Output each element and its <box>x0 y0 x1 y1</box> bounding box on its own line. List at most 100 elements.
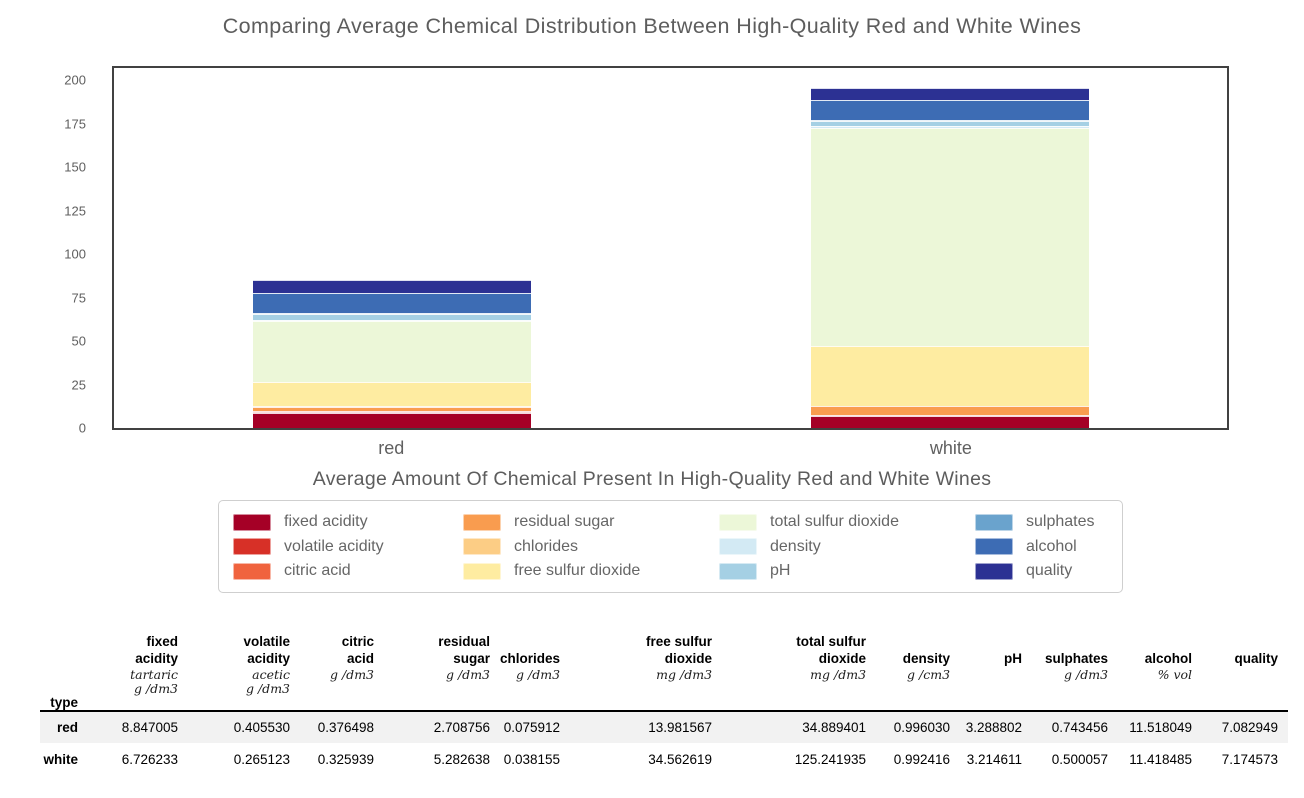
cell-white-fixed-acidity: 6.726233 <box>121 751 178 767</box>
bar-segment-total-sulfur-dioxide <box>810 128 1089 346</box>
column-header-citric-acid: citric acid <box>341 634 374 667</box>
bars-container <box>114 68 1227 428</box>
column-unit-chlorides: g /dm3 <box>500 668 571 712</box>
legend-label: quality <box>1026 562 1073 579</box>
x-tick-label-red: red <box>378 438 405 458</box>
legend-column: sulphates alcohol quality <box>975 512 1115 581</box>
index-name-type: type <box>40 630 88 712</box>
column-unit-residual-sugar: g /dm3 <box>384 668 500 712</box>
cell-white-citric-acid: 0.325939 <box>317 751 374 767</box>
row-label-white: white <box>43 751 78 767</box>
y-tick-label: 125 <box>64 203 86 219</box>
cell-red-alcohol: 11.518049 <box>1129 720 1193 735</box>
legend-item-ph: pH <box>719 561 975 581</box>
legend-item-volatile-acidity: volatile acidity <box>233 537 463 557</box>
column-unit-sulphates: g /dm3 <box>1032 668 1119 712</box>
y-tick-label: 0 <box>78 420 86 436</box>
column-header-residual-sugar: residual sugar <box>438 634 490 667</box>
legend-item-density: density <box>719 537 975 557</box>
bar-segment-residual-sugar <box>253 406 532 412</box>
bar-segment-free-sulfur-dioxide <box>810 345 1089 407</box>
legend-label: chlorides <box>514 537 579 555</box>
bar-segment-citric-acid <box>253 410 532 412</box>
legend-label: volatile acidity <box>284 537 384 555</box>
legend-swatch-total-sulfur-dioxide <box>719 513 757 531</box>
legend-swatch-citric-acid <box>233 562 271 580</box>
cell-red-quality: 7.082949 <box>1221 720 1279 735</box>
bar-segment-density <box>810 126 1089 129</box>
bar-segment-sulphates <box>253 312 532 314</box>
cell-red-chlorides: 0.075912 <box>503 720 561 735</box>
x-axis: red white <box>112 438 1229 466</box>
column-header-density: density <box>902 651 951 667</box>
cell-white-density: 0.992416 <box>893 751 951 767</box>
column-header-alcohol: alcohol <box>1144 651 1193 667</box>
column-unit-free-sulfur-dioxide: mg /dm3 <box>570 668 723 712</box>
legend-item-citric-acid: citric acid <box>233 561 463 581</box>
column-header-sulphates: sulphates <box>1045 651 1109 667</box>
legend-swatch-residual-sugar <box>463 513 501 531</box>
bar-segment-ph <box>253 313 532 320</box>
legend-swatch-sulphates <box>975 513 1013 531</box>
bar-segment-alcohol <box>810 100 1089 120</box>
y-axis: 0 25 50 75 100 125 150 175 200 <box>8 68 98 436</box>
cell-white-residual-sugar: 5.282638 <box>433 751 490 767</box>
cell-red-fixed-acidity: 8.847005 <box>121 720 178 735</box>
bar-segment-quality <box>253 280 532 293</box>
cell-red-sulphates: 0.743456 <box>1051 720 1109 735</box>
legend-item-chlorides: chlorides <box>463 537 719 557</box>
data-table: type fixed acidity volatile acidity citric … <box>40 630 1289 775</box>
y-tick-label: 50 <box>71 333 86 349</box>
y-tick-label: 200 <box>64 72 86 88</box>
legend-item-total-sulfur-dioxide: total sulfur dioxide <box>719 512 975 532</box>
bar-segment-citric-acid <box>810 414 1089 416</box>
bar-segment-fixed-acidity <box>810 416 1089 428</box>
y-tick-label: 100 <box>64 246 86 262</box>
y-tick-label: 25 <box>71 377 86 393</box>
column-header-ph: pH <box>1004 651 1023 667</box>
table-row-white: white 6.726233 0.265123 0.325939 5.282638 0.0… <box>40 743 1288 775</box>
column-unit-citric-acid: g /dm3 <box>300 668 384 712</box>
bar-segment-ph <box>810 120 1089 127</box>
legend-column: residual sugar chlorides free sulfur dioxi… <box>463 512 719 581</box>
legend-swatch-free-sulfur-dioxide <box>463 562 501 580</box>
column-unit-alcohol: % vol <box>1118 668 1203 712</box>
bar-segment-residual-sugar <box>810 406 1089 416</box>
cell-white-sulphates: 0.500057 <box>1051 751 1109 767</box>
legend-label: citric acid <box>284 562 351 579</box>
cell-white-chlorides: 0.038155 <box>503 751 561 767</box>
bar-segment-volatile-acidity <box>253 411 532 413</box>
legend-label: sulphates <box>1026 513 1095 530</box>
legend-label: free sulfur dioxide <box>514 562 641 579</box>
cell-white-quality: 7.174573 <box>1221 751 1279 767</box>
cell-white-alcohol: 11.418485 <box>1129 751 1193 767</box>
table-body: red 8.847005 0.405530 0.376498 2.708756 0.075… <box>40 711 1289 775</box>
column-unit-density: g /cm3 <box>876 668 961 712</box>
legend-item-sulphates: sulphates <box>975 512 1115 532</box>
column-header-total-sulfur-dioxide: total sulfur dioxide <box>796 634 867 667</box>
bar-segment-fixed-acidity <box>253 412 532 428</box>
plot-area <box>112 66 1229 430</box>
legend-item-free-sulfur-dioxide: free sulfur dioxide <box>463 561 719 581</box>
bar-segment-sulphates <box>810 119 1089 121</box>
column-unit-quality <box>1202 668 1289 712</box>
cell-red-total-sulfur-dioxide: 34.889401 <box>802 720 867 735</box>
cell-white-ph: 3.214611 <box>966 751 1023 767</box>
legend-title: Average Amount Of Chemical Present In Hi… <box>312 468 992 490</box>
cell-white-free-sulfur-dioxide: 34.562619 <box>648 751 713 767</box>
legend-swatch-chlorides <box>463 538 501 555</box>
legend-column: total sulfur dioxide density pH <box>719 512 975 581</box>
y-tick-label: 150 <box>64 159 86 175</box>
cell-red-citric-acid: 0.376498 <box>317 720 374 735</box>
cell-red-volatile-acidity: 0.405530 <box>233 720 290 735</box>
bar-segment-alcohol <box>253 292 532 313</box>
bar-segment-free-sulfur-dioxide <box>253 382 532 407</box>
y-tick-label: 175 <box>64 116 86 132</box>
cell-red-ph: 3.288802 <box>965 720 1023 735</box>
table-head: type fixed acidity volatile acidity citric … <box>40 630 1289 712</box>
bar-segment-density <box>253 319 532 322</box>
column-unit-volatile-acidity: acetic g /dm3 <box>188 668 300 712</box>
cell-red-density: 0.996030 <box>893 720 951 735</box>
bar-segment-total-sulfur-dioxide <box>253 321 532 383</box>
legend-swatch-alcohol <box>975 538 1013 555</box>
